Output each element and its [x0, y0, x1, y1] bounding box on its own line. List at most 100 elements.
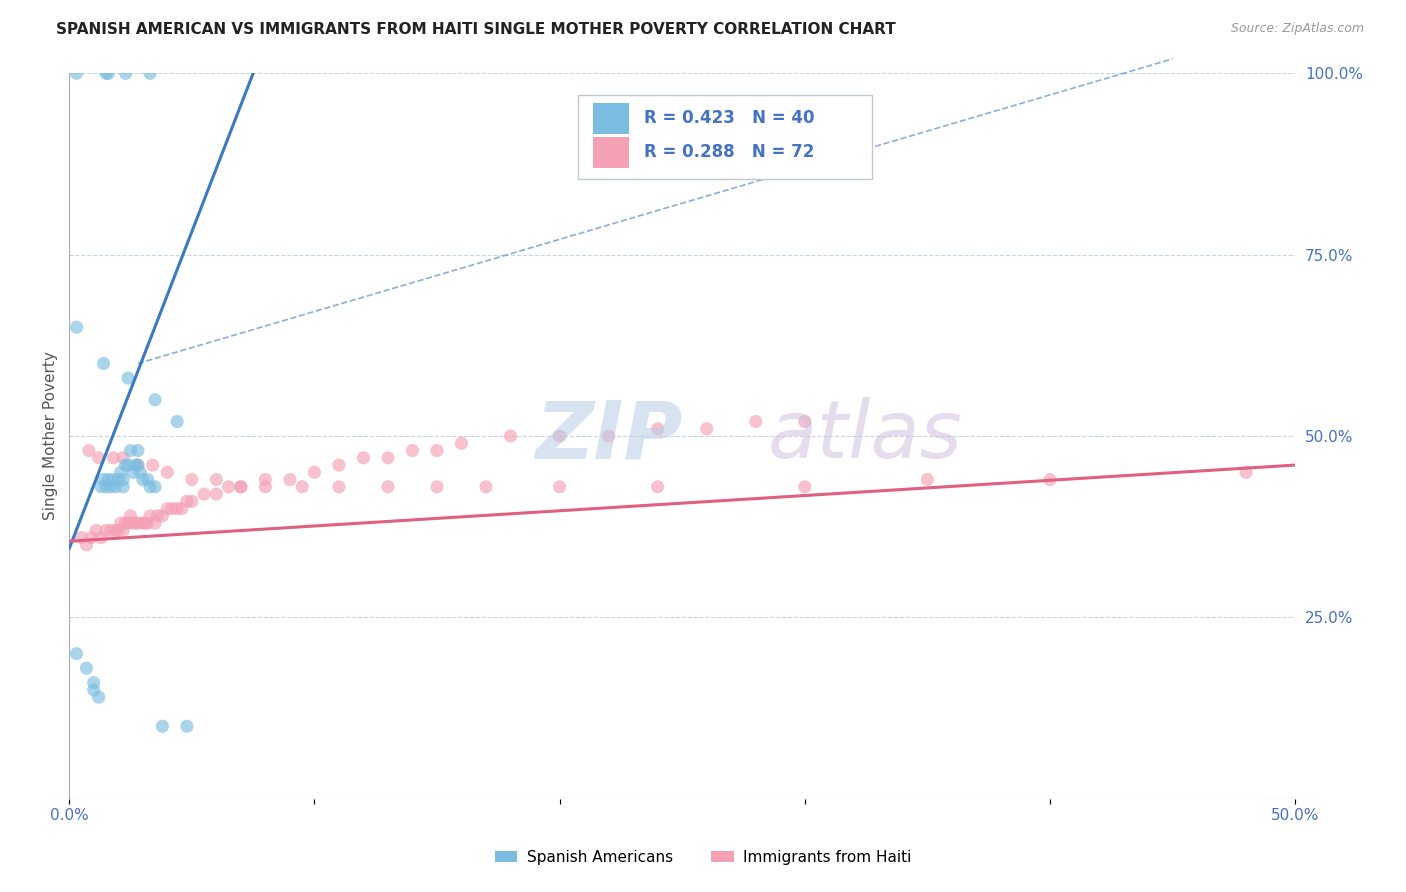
Point	[94, 480, 117, 494]
Bar	[578, 95, 872, 178]
Point	[156, 466, 179, 480]
Point	[80, 531, 103, 545]
Point	[142, 458, 165, 472]
Point	[598, 429, 620, 443]
Point	[176, 719, 198, 733]
Point	[97, 473, 120, 487]
Point	[103, 450, 125, 465]
Point	[377, 450, 399, 465]
Point	[117, 458, 139, 472]
Point	[793, 480, 815, 494]
Point	[696, 422, 718, 436]
Point	[176, 494, 198, 508]
Point	[205, 487, 228, 501]
Point	[1039, 473, 1062, 487]
Point	[180, 473, 202, 487]
Point	[229, 480, 252, 494]
Point	[134, 516, 156, 530]
Point	[647, 480, 669, 494]
Text: SPANISH AMERICAN VS IMMIGRANTS FROM HAITI SINGLE MOTHER POVERTY CORRELATION CHAR: SPANISH AMERICAN VS IMMIGRANTS FROM HAIT…	[56, 22, 896, 37]
Point	[117, 371, 139, 385]
Point	[152, 719, 174, 733]
Point	[127, 458, 149, 472]
Point	[75, 538, 97, 552]
Point	[166, 415, 188, 429]
Point	[426, 480, 449, 494]
Point	[254, 473, 277, 487]
Point	[103, 473, 125, 487]
Y-axis label: Single Mother Poverty: Single Mother Poverty	[44, 351, 58, 521]
Point	[139, 508, 162, 523]
Point	[475, 480, 498, 494]
Point	[112, 473, 135, 487]
Point	[127, 458, 149, 472]
Point	[110, 466, 132, 480]
Point	[127, 516, 149, 530]
Point	[328, 458, 350, 472]
Point	[139, 66, 162, 80]
Point	[87, 450, 110, 465]
Point	[112, 524, 135, 538]
Point	[143, 480, 166, 494]
Point	[793, 415, 815, 429]
Point	[139, 480, 162, 494]
Point	[132, 473, 155, 487]
Point	[75, 661, 97, 675]
Point	[745, 415, 768, 429]
Bar	[593, 137, 630, 168]
Point	[353, 450, 375, 465]
Point	[93, 473, 115, 487]
Point	[65, 66, 87, 80]
Point	[166, 501, 188, 516]
Point	[205, 473, 228, 487]
Point	[1234, 466, 1257, 480]
Point	[117, 516, 139, 530]
Point	[104, 524, 127, 538]
Point	[122, 466, 145, 480]
Point	[328, 480, 350, 494]
Point	[647, 422, 669, 436]
Point	[114, 516, 136, 530]
Text: R = 0.288   N = 72: R = 0.288 N = 72	[644, 144, 814, 161]
Point	[112, 450, 135, 465]
Point	[112, 480, 135, 494]
Text: Source: ZipAtlas.com: Source: ZipAtlas.com	[1230, 22, 1364, 36]
Point	[136, 516, 159, 530]
Point	[90, 480, 112, 494]
Point	[254, 480, 277, 494]
Point	[180, 494, 202, 508]
Point	[110, 516, 132, 530]
Point	[100, 480, 122, 494]
Point	[548, 480, 571, 494]
Point	[94, 66, 117, 80]
Text: atlas: atlas	[768, 397, 963, 475]
Point	[146, 508, 169, 523]
Point	[90, 531, 112, 545]
Point	[291, 480, 314, 494]
Legend: Spanish Americans, Immigrants from Haiti: Spanish Americans, Immigrants from Haiti	[488, 844, 918, 871]
Point	[170, 501, 193, 516]
Point	[136, 473, 159, 487]
Point	[104, 480, 127, 494]
Point	[450, 436, 472, 450]
Point	[114, 66, 136, 80]
Point	[124, 458, 146, 472]
Point	[107, 524, 129, 538]
Point	[143, 516, 166, 530]
Point	[143, 392, 166, 407]
Point	[917, 473, 939, 487]
Point	[124, 516, 146, 530]
Point	[114, 458, 136, 472]
Point	[100, 524, 122, 538]
Point	[229, 480, 252, 494]
Point	[120, 508, 142, 523]
Point	[107, 473, 129, 487]
Point	[120, 443, 142, 458]
Point	[377, 480, 399, 494]
Point	[132, 516, 155, 530]
Point	[304, 466, 326, 480]
Point	[84, 524, 107, 538]
Point	[83, 675, 105, 690]
Point	[426, 443, 449, 458]
Point	[218, 480, 240, 494]
